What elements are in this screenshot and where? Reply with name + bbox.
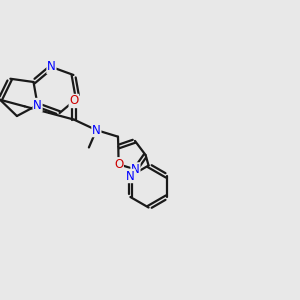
Text: N: N: [126, 169, 135, 182]
Text: O: O: [114, 158, 123, 171]
Text: N: N: [47, 61, 56, 74]
Text: N: N: [92, 124, 101, 136]
Text: N: N: [33, 98, 42, 112]
Text: N: N: [131, 163, 140, 176]
Text: O: O: [69, 94, 79, 107]
